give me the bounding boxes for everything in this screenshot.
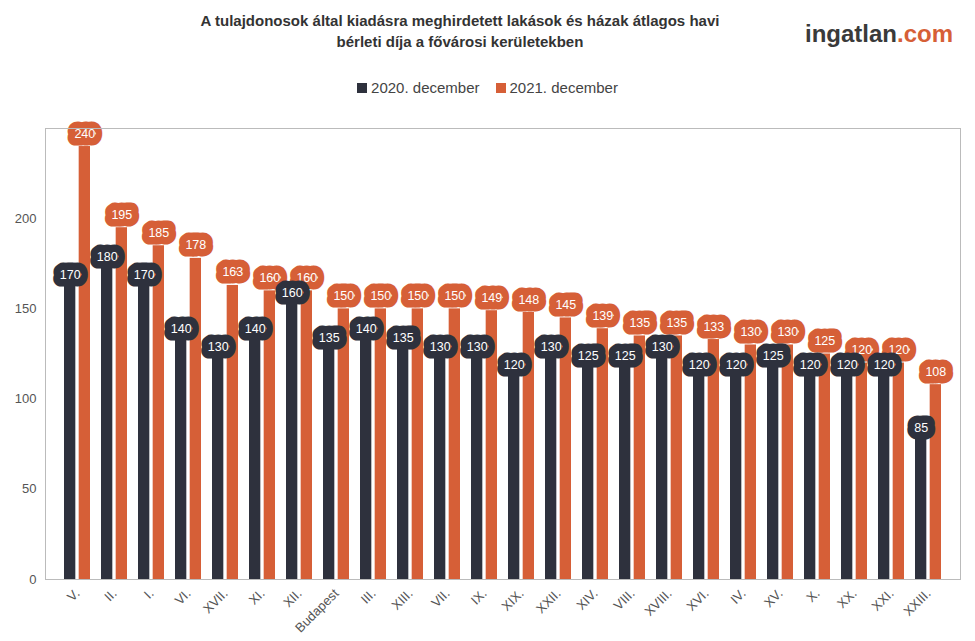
svg-text:108: 108 bbox=[925, 365, 946, 379]
svg-text:130: 130 bbox=[467, 340, 488, 354]
svg-text:XVII.: XVII. bbox=[200, 586, 231, 617]
svg-text:XXII.: XXII. bbox=[533, 586, 564, 617]
svg-text:XII.: XII. bbox=[280, 586, 304, 610]
svg-text:120: 120 bbox=[504, 358, 525, 372]
svg-text:150: 150 bbox=[333, 289, 354, 303]
svg-text:125: 125 bbox=[578, 349, 599, 363]
svg-text:100: 100 bbox=[15, 391, 37, 406]
svg-text:XIV.: XIV. bbox=[573, 586, 600, 613]
svg-text:XV.: XV. bbox=[761, 586, 786, 611]
svg-text:II.: II. bbox=[101, 586, 119, 604]
svg-text:III.: III. bbox=[358, 586, 379, 607]
svg-text:XXI.: XXI. bbox=[869, 586, 897, 614]
svg-text:148: 148 bbox=[518, 293, 539, 307]
svg-text:125: 125 bbox=[615, 349, 636, 363]
svg-text:VIII.: VIII. bbox=[611, 586, 638, 613]
svg-text:XVIII.: XVIII. bbox=[641, 586, 674, 619]
svg-text:149: 149 bbox=[481, 291, 502, 305]
svg-text:0: 0 bbox=[29, 572, 36, 587]
svg-text:145: 145 bbox=[555, 298, 576, 312]
svg-text:135: 135 bbox=[319, 331, 340, 345]
svg-text:150: 150 bbox=[444, 289, 465, 303]
html-text:2021. december: 2021. december bbox=[509, 79, 618, 96]
svg-text:200: 200 bbox=[15, 211, 37, 226]
svg-text:130: 130 bbox=[208, 340, 229, 354]
svg-text:120: 120 bbox=[851, 343, 872, 357]
svg-text:150: 150 bbox=[15, 301, 37, 316]
svg-text:195: 195 bbox=[111, 208, 132, 222]
svg-text:170: 170 bbox=[60, 268, 81, 282]
svg-text:VI.: VI. bbox=[172, 586, 194, 608]
svg-text:140: 140 bbox=[171, 322, 192, 336]
svg-text:125: 125 bbox=[814, 334, 835, 348]
svg-text:XIX.: XIX. bbox=[499, 586, 527, 614]
svg-text:240: 240 bbox=[74, 126, 96, 141]
svg-text:XVI.: XVI. bbox=[684, 586, 712, 614]
svg-text:85: 85 bbox=[914, 421, 928, 435]
svg-text:XX.: XX. bbox=[834, 586, 859, 611]
svg-text:150: 150 bbox=[370, 289, 391, 303]
svg-text:178: 178 bbox=[185, 238, 206, 252]
html-text:ingatlan.com: ingatlan.com bbox=[805, 20, 953, 47]
svg-text:163: 163 bbox=[222, 265, 243, 279]
svg-text:133: 133 bbox=[703, 320, 724, 334]
svg-text:130: 130 bbox=[740, 325, 761, 339]
svg-text:120: 120 bbox=[800, 358, 821, 372]
svg-text:VII.: VII. bbox=[428, 586, 452, 610]
svg-text:150: 150 bbox=[407, 289, 428, 303]
svg-text:120: 120 bbox=[689, 358, 710, 372]
svg-text:I.: I. bbox=[141, 586, 157, 602]
svg-text:XXIII.: XXIII. bbox=[900, 586, 933, 619]
svg-text:130: 130 bbox=[777, 325, 798, 339]
svg-text:130: 130 bbox=[652, 340, 673, 354]
svg-text:160: 160 bbox=[282, 286, 303, 300]
svg-text:135: 135 bbox=[393, 331, 414, 345]
svg-text:160: 160 bbox=[259, 271, 280, 285]
svg-text:139: 139 bbox=[592, 309, 613, 323]
svg-text:135: 135 bbox=[629, 316, 650, 330]
svg-text:50: 50 bbox=[22, 481, 36, 496]
svg-text:XI.: XI. bbox=[246, 586, 268, 608]
svg-text:125: 125 bbox=[763, 349, 784, 363]
svg-text:140: 140 bbox=[245, 322, 266, 336]
svg-text:160: 160 bbox=[296, 271, 317, 285]
html-text:A tulajdonosok által kiadásra: A tulajdonosok által kiadásra meghirdete… bbox=[200, 12, 720, 50]
svg-text:170: 170 bbox=[134, 268, 155, 282]
svg-text:130: 130 bbox=[541, 340, 562, 354]
svg-text:135: 135 bbox=[666, 316, 687, 330]
svg-text:130: 130 bbox=[430, 340, 451, 354]
svg-text:120: 120 bbox=[837, 358, 858, 372]
svg-text:IX.: IX. bbox=[468, 586, 490, 608]
html-text:2020. december: 2020. december bbox=[371, 79, 480, 96]
svg-text:120: 120 bbox=[888, 343, 909, 357]
svg-text:V.: V. bbox=[64, 586, 82, 604]
svg-text:IV.: IV. bbox=[728, 586, 749, 607]
svg-text:120: 120 bbox=[874, 358, 895, 372]
svg-text:XIII.: XIII. bbox=[389, 586, 416, 613]
svg-text:120: 120 bbox=[726, 358, 747, 372]
svg-text:185: 185 bbox=[148, 226, 169, 240]
svg-text:X.: X. bbox=[803, 586, 822, 605]
svg-text:180: 180 bbox=[97, 250, 118, 264]
svg-text:Budapest: Budapest bbox=[292, 586, 342, 636]
svg-text:140: 140 bbox=[356, 322, 377, 336]
